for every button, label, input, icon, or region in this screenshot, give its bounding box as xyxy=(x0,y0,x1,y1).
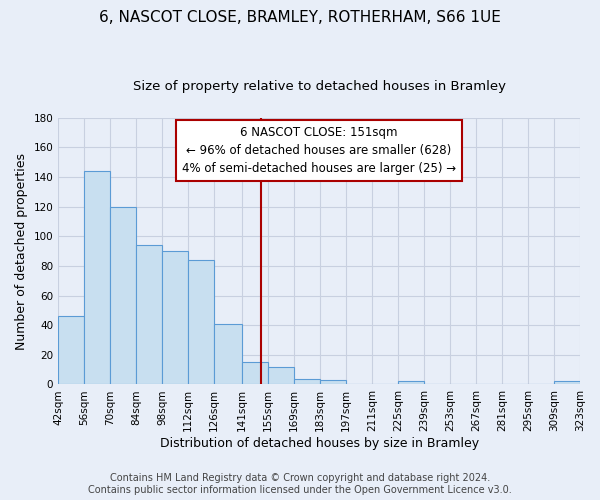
Bar xyxy=(320,380,346,384)
X-axis label: Distribution of detached houses by size in Bramley: Distribution of detached houses by size … xyxy=(160,437,479,450)
Y-axis label: Number of detached properties: Number of detached properties xyxy=(15,152,28,350)
Title: Size of property relative to detached houses in Bramley: Size of property relative to detached ho… xyxy=(133,80,506,93)
Bar xyxy=(268,366,294,384)
Bar xyxy=(110,206,136,384)
Text: 6, NASCOT CLOSE, BRAMLEY, ROTHERHAM, S66 1UE: 6, NASCOT CLOSE, BRAMLEY, ROTHERHAM, S66… xyxy=(99,10,501,25)
Bar xyxy=(188,260,214,384)
Bar xyxy=(242,362,268,384)
Text: Contains HM Land Registry data © Crown copyright and database right 2024.
Contai: Contains HM Land Registry data © Crown c… xyxy=(88,474,512,495)
Bar xyxy=(554,382,580,384)
Bar xyxy=(398,382,424,384)
Text: 6 NASCOT CLOSE: 151sqm
← 96% of detached houses are smaller (628)
4% of semi-det: 6 NASCOT CLOSE: 151sqm ← 96% of detached… xyxy=(182,126,456,175)
Bar xyxy=(162,251,188,384)
Bar xyxy=(136,245,162,384)
Bar xyxy=(294,378,320,384)
Bar xyxy=(214,324,242,384)
Bar xyxy=(84,171,110,384)
Bar xyxy=(58,316,84,384)
